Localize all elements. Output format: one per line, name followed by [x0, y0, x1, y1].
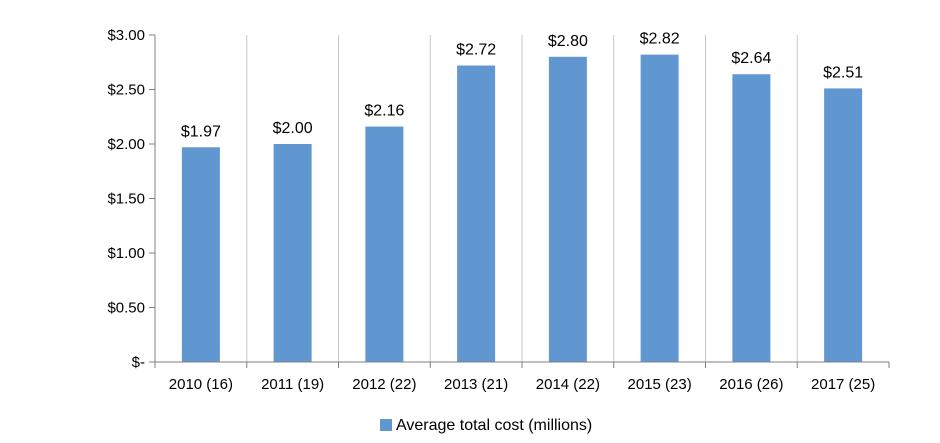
- bars: [181, 54, 863, 363]
- data-label: $1.97: [181, 123, 221, 140]
- legend-swatch: [380, 419, 392, 431]
- y-tick-label: $1.00: [107, 245, 145, 262]
- y-tick-label: $2.50: [107, 82, 145, 99]
- bar: [548, 56, 587, 363]
- data-label: $2.51: [823, 64, 863, 81]
- x-tick-label: 2010 (16): [169, 376, 233, 393]
- y-tick-label: $2.00: [107, 136, 145, 153]
- bar: [640, 54, 679, 363]
- y-tick-label: $0.50: [107, 300, 145, 317]
- x-tick-label: 2015 (23): [628, 376, 692, 393]
- data-label: $2.72: [456, 42, 496, 59]
- data-label: $2.64: [731, 50, 771, 67]
- y-axis: $- $0.50 $1.00 $1.50 $2.00 $2.50 $3.00: [107, 27, 156, 371]
- data-label: $2.82: [640, 31, 680, 48]
- category-separators: [246, 35, 798, 362]
- x-tick-label: 2012 (22): [352, 376, 416, 393]
- legend: Average total cost (millions): [380, 417, 592, 434]
- data-label: $2.00: [273, 120, 313, 137]
- bar: [824, 88, 863, 362]
- data-labels: $1.97 $2.00 $2.16 $2.72 $2.80 $2.82 $2.64 $2.51: [181, 31, 863, 141]
- data-label: $2.16: [364, 103, 404, 120]
- bar: [457, 65, 496, 363]
- x-tick-label: 2013 (21): [444, 376, 508, 393]
- y-tick-label: $1.50: [107, 191, 145, 208]
- y-tick-label: $-: [132, 354, 145, 371]
- bar: [732, 74, 771, 363]
- bar: [181, 147, 220, 362]
- x-tick-label: 2014 (22): [536, 376, 600, 393]
- x-axis: 2010 (16) 2011 (19) 2012 (22) 2013 (21) 2014…: [154, 361, 890, 393]
- x-tick-label: 2017 (25): [811, 376, 875, 393]
- x-tick-label: 2011 (19): [261, 376, 324, 393]
- bar: [273, 144, 312, 362]
- legend-label: Average total cost (millions): [396, 417, 592, 434]
- bar: [365, 126, 404, 362]
- x-tick-label: 2016 (26): [719, 376, 783, 393]
- data-label: $2.80: [548, 33, 588, 50]
- y-tick-label: $3.00: [107, 27, 145, 44]
